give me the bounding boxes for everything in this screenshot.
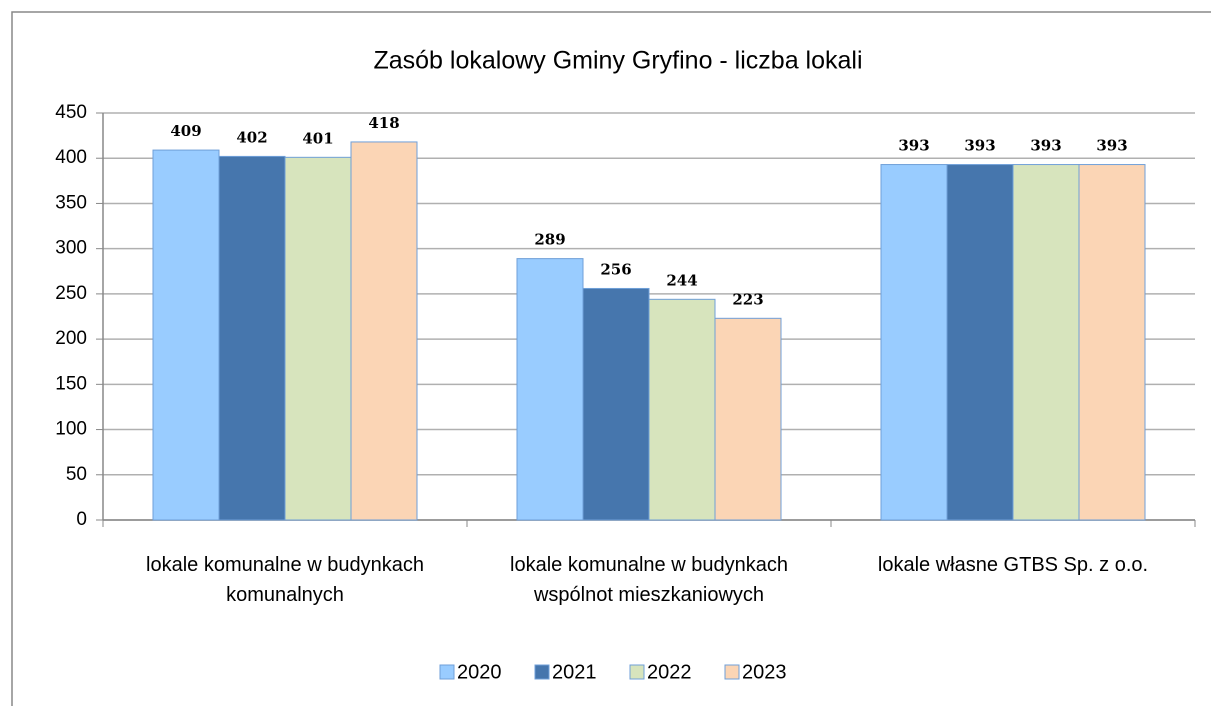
y-tick-label: 50 (66, 464, 87, 485)
data-label: 401 (302, 129, 333, 147)
x-tick-label: lokale własne GTBS Sp. z o.o. (877, 554, 1149, 576)
bar (1078, 164, 1146, 521)
bar (648, 298, 716, 521)
data-label: 256 (600, 260, 631, 278)
y-tick-label: 350 (55, 192, 87, 213)
legend-swatch (724, 664, 740, 680)
bar (1012, 164, 1080, 521)
legend-swatch (629, 664, 645, 680)
legend-swatch (439, 664, 455, 680)
bar (880, 164, 948, 521)
bar (582, 287, 650, 521)
data-label: 418 (368, 114, 399, 132)
y-tick-label: 300 (55, 238, 87, 259)
data-label: 393 (1096, 137, 1127, 155)
legend-label: 2022 (647, 661, 692, 683)
y-tick-label: 400 (55, 147, 87, 168)
bar (218, 155, 286, 521)
y-tick-label: 100 (55, 419, 87, 440)
bar (714, 317, 782, 521)
data-label: 244 (666, 271, 697, 289)
y-tick-label: 0 (76, 509, 87, 530)
legend-label: 2023 (742, 661, 787, 683)
x-tick-label: lokale komunalne w budynkach wspólnot mi… (510, 554, 788, 606)
bar (284, 156, 352, 521)
legend-label: 2020 (457, 661, 502, 683)
bar (516, 258, 584, 521)
bar (152, 149, 220, 521)
data-label: 402 (236, 128, 267, 146)
bar (350, 141, 418, 521)
x-tick-label: lokale komunalne w budynkach komunalnych (146, 554, 424, 606)
y-tick-label: 450 (55, 102, 87, 123)
legend-swatch (534, 664, 550, 680)
legend-label: 2021 (552, 661, 597, 683)
data-label: 393 (898, 137, 929, 155)
y-tick-label: 250 (55, 283, 87, 304)
y-tick-label: 150 (55, 373, 87, 394)
data-label: 289 (534, 231, 565, 249)
data-label: 393 (964, 137, 995, 155)
data-label: 223 (732, 290, 763, 308)
chart-title: Zasób lokalowy Gminy Gryfino - liczba lo… (373, 47, 862, 75)
y-tick-label: 200 (55, 328, 87, 349)
bar (946, 164, 1014, 521)
data-label: 393 (1030, 137, 1061, 155)
data-label: 409 (170, 122, 201, 140)
